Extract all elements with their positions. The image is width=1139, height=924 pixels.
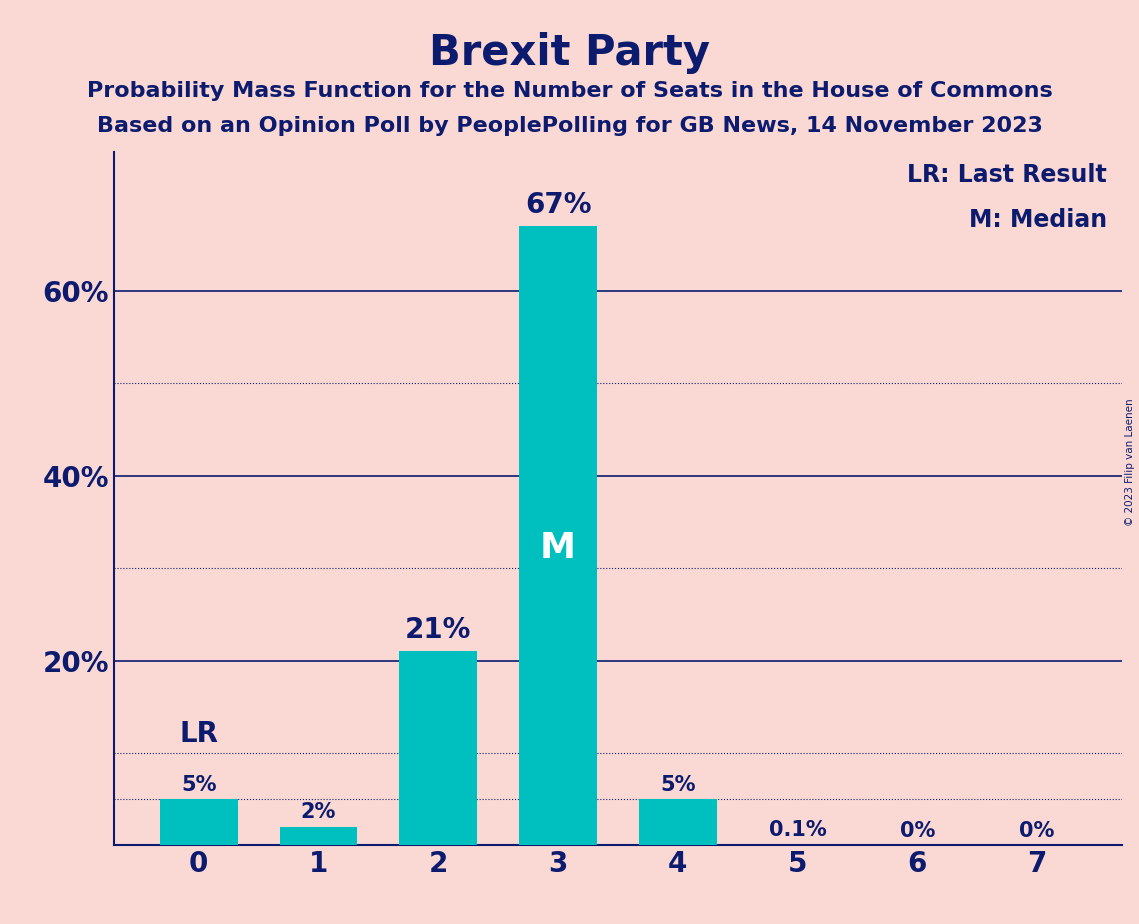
Text: 2%: 2% [301,802,336,822]
Text: 0%: 0% [1019,821,1055,841]
Bar [279,827,358,845]
Bar [519,226,597,845]
Text: 67%: 67% [525,191,591,219]
Text: 21%: 21% [405,616,472,644]
Bar [400,651,477,845]
Text: 0.1%: 0.1% [769,820,827,840]
Text: Probability Mass Function for the Number of Seats in the House of Commons: Probability Mass Function for the Number… [87,81,1052,102]
Text: LR: LR [179,721,219,748]
Text: M: Median: M: Median [968,208,1107,232]
Text: M: M [540,531,576,565]
Text: Brexit Party: Brexit Party [429,32,710,74]
Text: 5%: 5% [661,774,696,795]
Bar [639,799,716,845]
Text: Based on an Opinion Poll by PeoplePolling for GB News, 14 November 2023: Based on an Opinion Poll by PeoplePollin… [97,116,1042,136]
Text: 0%: 0% [900,821,935,841]
Text: LR: Last Result: LR: Last Result [907,163,1107,187]
Text: © 2023 Filip van Laenen: © 2023 Filip van Laenen [1125,398,1134,526]
Bar [159,799,238,845]
Text: 5%: 5% [181,774,216,795]
